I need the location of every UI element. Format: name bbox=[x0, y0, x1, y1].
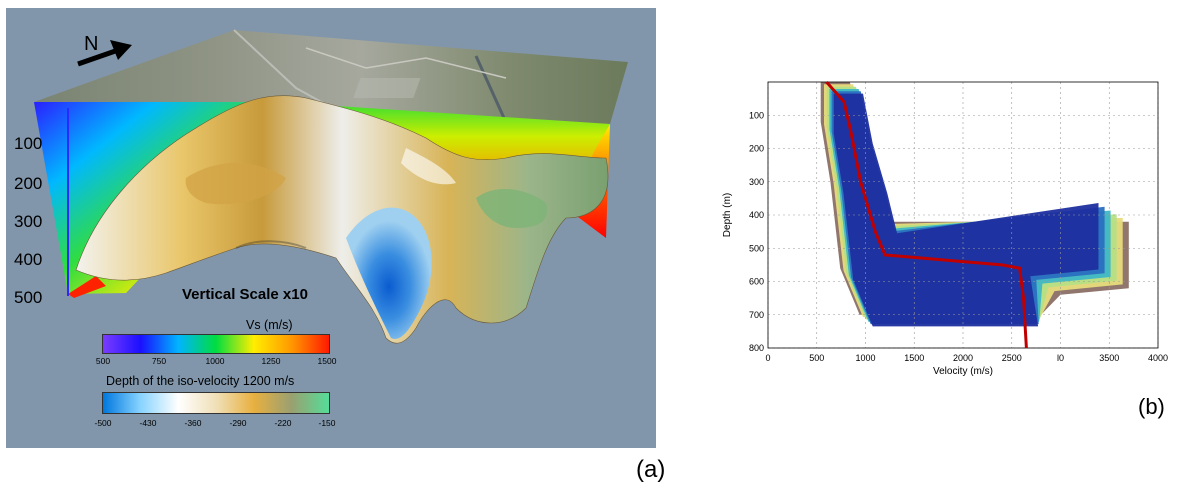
x-tick-label: 1000 bbox=[855, 353, 875, 363]
depth-colorbar-tick: -360 bbox=[184, 418, 202, 428]
x-tick-label: 2500 bbox=[1002, 353, 1022, 363]
y-tick-label: 200 bbox=[749, 144, 764, 154]
depth-tick: 200 bbox=[14, 174, 43, 193]
ensemble-band bbox=[833, 93, 1099, 327]
depth-tick: 100 bbox=[14, 134, 43, 153]
depth-colorbar bbox=[102, 392, 330, 414]
panel-a-caption: (a) bbox=[636, 456, 666, 483]
median-velocity-profile-line bbox=[825, 81, 1028, 349]
panel-b-velocity-profile: 0 500 1000 1500 2000 2500 l0 3500 4000 100 200 300 4… bbox=[716, 70, 1176, 400]
x-tick-label: 1500 bbox=[904, 353, 924, 363]
vs-colorbar-tick: 500 bbox=[95, 356, 111, 366]
depth-colorbar-tick: -500 bbox=[94, 418, 112, 428]
x-axis-label: Velocity (m/s) bbox=[933, 366, 993, 377]
x-tick-label: 4000 bbox=[1148, 353, 1168, 363]
vs-colorbar-tick: 1250 bbox=[261, 356, 281, 366]
depth-colorbar-tick: -150 bbox=[318, 418, 336, 428]
depth-tick: 400 bbox=[14, 250, 43, 269]
north-label: N bbox=[84, 33, 98, 55]
depth-colorbar-tick: -430 bbox=[139, 418, 157, 428]
vertical-scale-label: Vertical Scale x10 bbox=[182, 286, 308, 303]
vs-colorbar-tick: 1000 bbox=[205, 356, 225, 366]
depth-colorbar-tick: -220 bbox=[274, 418, 292, 428]
y-axis-label: Depth (m) bbox=[722, 193, 733, 237]
velocity-depth-chart: 0 500 1000 1500 2000 2500 l0 3500 4000 100 200 300 4… bbox=[722, 81, 1168, 377]
y-tick-label: 500 bbox=[749, 243, 764, 253]
y-tick-label: 300 bbox=[749, 177, 764, 187]
vs-colorbar-title: Vs (m/s) bbox=[246, 318, 293, 332]
satellite-top-surface bbox=[34, 30, 628, 124]
y-tick-label: 100 bbox=[749, 110, 764, 120]
x-tick-label: 3500 bbox=[1099, 353, 1119, 363]
iso-velocity-surface bbox=[75, 95, 609, 344]
vs-colorbar bbox=[102, 334, 330, 354]
panel-b-caption: (b) bbox=[1138, 394, 1165, 419]
vs-colorbar-tick: 1500 bbox=[317, 356, 337, 366]
vs-colorbar-tick: 750 bbox=[151, 356, 167, 366]
depth-tick: 300 bbox=[14, 212, 43, 231]
depth-tick: 500 bbox=[14, 288, 43, 307]
plot-frame bbox=[767, 81, 1159, 349]
depth-colorbar-tick: -290 bbox=[229, 418, 247, 428]
depth-colorbar-title: Depth of the iso-velocity 1200 m/s bbox=[106, 374, 295, 388]
north-arrow-icon bbox=[77, 40, 132, 67]
y-tick-label: 700 bbox=[749, 310, 764, 320]
y-tick-label: 400 bbox=[749, 210, 764, 220]
x-tick-label: 0 bbox=[765, 353, 770, 363]
x-tick-label: 2000 bbox=[953, 353, 973, 363]
y-tick-label: 800 bbox=[749, 343, 764, 353]
iso-surface-deep-basin bbox=[346, 207, 432, 339]
y-tick-label: 600 bbox=[749, 277, 764, 287]
model-3d-view: N bbox=[34, 29, 628, 344]
x-tick-label: 500 bbox=[809, 353, 824, 363]
panel-a-3d-model: N 100 200 300 400 500 Vertical Scale x10… bbox=[6, 8, 656, 448]
x-tick-label: l0 bbox=[1057, 353, 1064, 363]
